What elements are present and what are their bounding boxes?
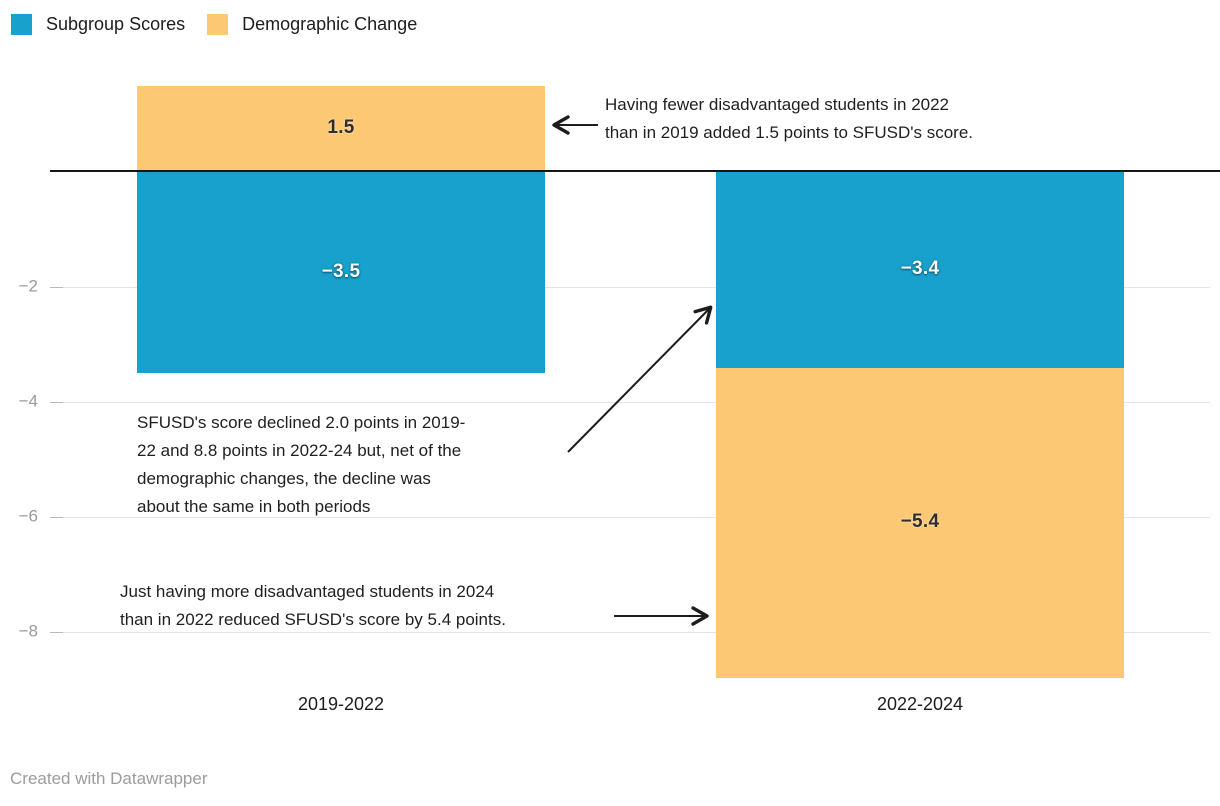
y-axis-tick-label: −6 bbox=[18, 506, 38, 526]
y-axis-tick-label: −2 bbox=[18, 276, 38, 296]
legend-item-demographic-change: Demographic Change bbox=[207, 14, 417, 35]
axis-tick bbox=[50, 632, 63, 633]
axis-tick bbox=[50, 517, 63, 518]
annotation-line: Having fewer disadvantaged students in 2… bbox=[605, 95, 950, 114]
annotation-line: about the same in both periods bbox=[137, 497, 371, 516]
y-axis-tick-label: −8 bbox=[18, 621, 38, 641]
x-axis-category-label: 2022-2024 bbox=[876, 694, 964, 714]
annotation-line: Just having more disadvantaged students … bbox=[120, 582, 495, 601]
bar-segment-demographic-change-2022-2024[interactable]: −5.4 bbox=[716, 367, 1124, 678]
gridline bbox=[50, 632, 1210, 633]
annotation-line: than in 2022 reduced SFUSD's score by 5.… bbox=[120, 610, 506, 629]
x-axis-category-label: 2019-2022 bbox=[297, 694, 385, 714]
annotation-line: demographic changes, the decline was bbox=[137, 469, 431, 488]
annotation-line: SFUSD's score declined 2.0 points in 201… bbox=[137, 413, 466, 432]
datawrapper-credit: Created with Datawrapper bbox=[10, 769, 208, 788]
annotation-line: 22 and 8.8 points in 2022-24 but, net of… bbox=[137, 441, 462, 460]
gridline bbox=[50, 287, 1210, 288]
axis-tick bbox=[50, 287, 63, 288]
arrow-to-blue-segment-2022 bbox=[567, 305, 713, 453]
annotation-line: than in 2019 added 1.5 points to SFUSD's… bbox=[605, 123, 974, 142]
legend-swatch-demographic-change bbox=[207, 14, 229, 35]
legend-swatch-subgroup-scores bbox=[11, 14, 32, 35]
bar-value-label: −5.4 bbox=[900, 510, 940, 532]
legend: Subgroup Scores Demographic Change bbox=[11, 14, 417, 35]
axis-tick bbox=[50, 402, 63, 403]
legend-label-subgroup-scores: Subgroup Scores bbox=[46, 14, 186, 34]
annotation-reduced-points: Just having more disadvantaged students … bbox=[120, 578, 506, 634]
annotation-added-points: Having fewer disadvantaged students in 2… bbox=[605, 91, 973, 147]
legend-item-subgroup-scores: Subgroup Scores bbox=[11, 14, 185, 35]
bar-segment-demographic-change-2019-2022[interactable]: 1.5 bbox=[137, 85, 545, 172]
bar-segment-subgroup-scores-2019-2022[interactable]: −3.5 bbox=[137, 172, 545, 374]
bar-value-label: −3.5 bbox=[321, 260, 361, 282]
bar-segment-subgroup-scores-2022-2024[interactable]: −3.4 bbox=[716, 172, 1124, 368]
zero-axis-line bbox=[50, 170, 1220, 172]
legend-label-demographic-change: Demographic Change bbox=[242, 14, 418, 34]
bar-value-label: 1.5 bbox=[327, 116, 355, 138]
bar-value-label: −3.4 bbox=[900, 257, 940, 279]
gridline bbox=[50, 517, 1210, 518]
annotation-net-decline: SFUSD's score declined 2.0 points in 201… bbox=[137, 409, 465, 521]
y-axis-tick-label: −4 bbox=[18, 391, 38, 411]
